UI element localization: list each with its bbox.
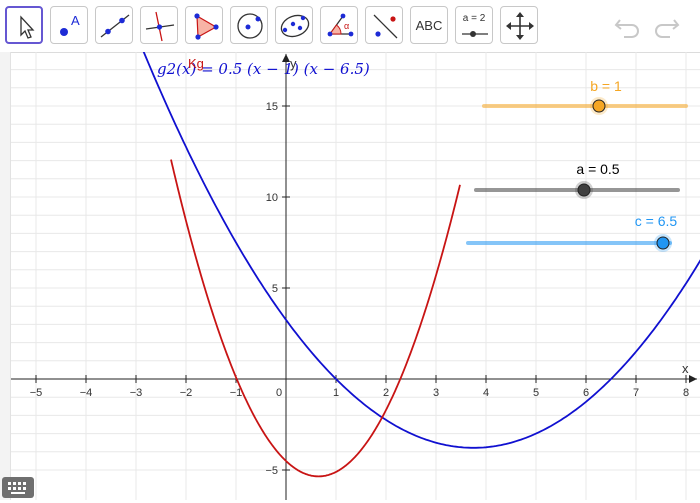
x-tick-label: 4 [483, 387, 489, 399]
x-tick-label: 8 [683, 387, 689, 399]
slider-c-label: c = 6.5 [635, 213, 678, 229]
x-tick-label: 2 [383, 387, 389, 399]
move-graphics-view-tool-button[interactable] [500, 6, 538, 44]
graph-canvas[interactable]: x y −5 −4 −3 −2 −1 0 1 2 3 4 5 6 7 8 −5 5 10 15 g2(x) = 0.5 … [0, 52, 700, 500]
circle-tool-button[interactable] [230, 6, 268, 44]
perpendicular-line-tool-button[interactable] [140, 6, 178, 44]
polygon-icon [194, 13, 219, 40]
slider-b-knob[interactable] [592, 99, 606, 113]
y-tick-label: 5 [272, 283, 278, 295]
graphics-view[interactable]: x y −5 −4 −3 −2 −1 0 1 2 3 4 5 6 7 8 −5 5 10 15 g2(x) = 0.5 … [0, 52, 700, 500]
reflect-about-line-icon [373, 14, 398, 39]
angle-tool-button[interactable]: α [320, 6, 358, 44]
redo-button[interactable] [650, 12, 682, 40]
slider-a-label: a = 0.5 [576, 161, 619, 177]
x-axis-label: x [682, 361, 689, 376]
x-tick-label: 1 [333, 387, 339, 399]
x-tick-label: 3 [433, 387, 439, 399]
slider-tool-button[interactable]: a = 2 [455, 6, 493, 44]
y-tick-label: 10 [266, 192, 278, 204]
point-tool-label: A [71, 13, 80, 28]
function-g2-curve[interactable] [0, 52, 700, 449]
x-tick-label: −4 [80, 387, 93, 399]
slider-icon [462, 31, 488, 37]
y-tick-label: 15 [266, 101, 278, 113]
y-axis-arrow [282, 54, 290, 62]
undo-icon [614, 19, 639, 38]
undo-button[interactable] [612, 12, 644, 40]
point-tool-button[interactable]: A [50, 6, 88, 44]
x-tick-label: 7 [633, 387, 639, 399]
x-tick-label: −2 [180, 387, 193, 399]
angle-tool-label: α [344, 21, 350, 31]
x-tick-label: −5 [30, 387, 43, 399]
function-kg-label: Kg [188, 56, 204, 71]
move-graphics-view-icon [506, 12, 534, 40]
perpendicular-line-icon [145, 11, 175, 42]
slider-c-knob[interactable] [656, 236, 670, 250]
slider-b-label: b = 1 [590, 78, 622, 94]
conic-five-points-icon [280, 14, 310, 38]
keyboard-icon [8, 482, 26, 494]
polygon-tool-button[interactable] [185, 6, 223, 44]
function-g2-label: g2(x) = 0.5 (x − 1) (x − 6.5) [157, 60, 370, 78]
x-tick-label: −3 [130, 387, 143, 399]
point-icon [60, 28, 68, 36]
angle-icon [327, 13, 354, 37]
move-tool-button[interactable] [5, 6, 43, 44]
conic-tool-button[interactable] [275, 6, 313, 44]
y-axis-label: y [290, 56, 297, 71]
x-tick-label: −1 [230, 387, 243, 399]
function-kg-curve[interactable] [170, 159, 461, 478]
text-tool-button[interactable]: ABC [410, 6, 448, 44]
keyboard-button[interactable] [2, 477, 34, 498]
toolbar: A α ABC a = 2 [0, 0, 700, 53]
reflect-tool-button[interactable] [365, 6, 403, 44]
slider-tool-label: a = 2 [462, 13, 486, 24]
slider-a-knob[interactable] [577, 183, 591, 197]
algebra-view-edge[interactable] [0, 52, 11, 500]
redo-icon [655, 19, 680, 38]
line-through-points-icon [100, 14, 130, 38]
x-tick-label: 6 [583, 387, 589, 399]
y-tick-label: −5 [265, 465, 278, 477]
x-tick-label: 0 [276, 387, 282, 399]
x-axis-arrow [689, 375, 697, 383]
text-tool-label: ABC [415, 17, 443, 33]
x-tick-label: 5 [533, 387, 539, 399]
circle-center-point-icon [237, 13, 263, 39]
line-tool-button[interactable] [95, 6, 133, 44]
cursor-arrow-icon [20, 15, 35, 39]
